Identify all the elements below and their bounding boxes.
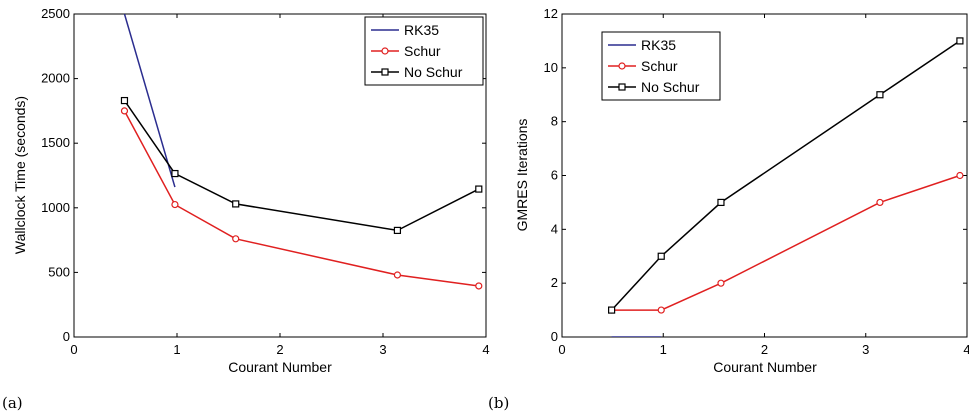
point-b-schur-4 (956, 171, 964, 180)
legend-label-a-schur: Schur (404, 43, 441, 59)
legend-label-a-rk35: RK35 (404, 22, 439, 38)
x-tick-label-b-1: 1 (660, 342, 667, 357)
y-tick-label-b-2: 4 (551, 221, 558, 236)
point-a-schur-2 (232, 235, 240, 243)
y-tick-label-b-6: 12 (544, 6, 558, 21)
y-tick-label-a-2: 1000 (41, 200, 70, 215)
legend-label-b-no-schur: No Schur (641, 79, 700, 95)
point-b-no-schur-2 (717, 198, 725, 207)
x-tick-label-a-2: 2 (276, 342, 283, 357)
point-a-no-schur-0 (120, 96, 129, 105)
point-a-no-schur-3 (393, 226, 402, 235)
y-tick-label-b-1: 2 (551, 275, 558, 290)
y-tick-label-a-3: 1500 (41, 135, 70, 150)
legend-label-b-schur: Schur (641, 58, 678, 74)
x-tick-label-b-0: 0 (558, 342, 565, 357)
x-tick-label-b-4: 4 (963, 342, 969, 357)
legend-marker-b-schur (618, 62, 626, 70)
point-b-no-schur-0 (608, 306, 616, 314)
legend-marker-a-no-schur (381, 68, 389, 76)
legend-label-b-rk35: RK35 (641, 37, 676, 53)
legend-marker-b-no-schur (618, 83, 626, 91)
y-axis-label-b: GMRES Iterations (514, 119, 530, 232)
point-a-no-schur-1 (171, 169, 179, 178)
y-tick-label-b-3: 6 (551, 168, 558, 183)
x-axis-label-b: Courant Number (713, 359, 817, 375)
point-a-schur-0 (120, 107, 129, 115)
panel-label-a: (a) (2, 394, 23, 412)
y-tick-label-b-5: 10 (544, 60, 558, 75)
panel-label-b: (b) (488, 394, 509, 412)
x-tick-label-a-4: 4 (482, 342, 489, 357)
point-a-schur-1 (171, 200, 179, 209)
point-b-no-schur-4 (956, 37, 964, 45)
x-tick-label-b-2: 2 (761, 342, 768, 357)
point-b-schur-1 (657, 306, 665, 314)
y-tick-label-b-0: 0 (551, 329, 558, 344)
point-a-schur-4 (475, 282, 483, 290)
x-tick-label-a-1: 1 (173, 342, 180, 357)
point-b-schur-3 (876, 198, 884, 207)
y-tick-label-a-0: 0 (63, 329, 70, 344)
y-tick-label-a-1: 500 (48, 264, 70, 279)
y-tick-label-a-4: 2000 (41, 71, 70, 86)
y-tick-label-a-5: 2500 (41, 6, 70, 21)
point-b-no-schur-1 (657, 252, 665, 260)
x-tick-label-a-3: 3 (379, 342, 386, 357)
point-a-no-schur-2 (232, 200, 240, 208)
y-tick-label-b-4: 8 (551, 114, 558, 129)
y-axis-label-a: Wallclock Time (seconds) (12, 96, 28, 254)
point-b-schur-2 (717, 279, 725, 287)
x-tick-label-a-0: 0 (70, 342, 77, 357)
point-a-schur-3 (393, 271, 402, 279)
x-tick-label-b-3: 3 (862, 342, 869, 357)
series-line-a-rk35 (123, 14, 176, 188)
chart-a: 0 1 2 3 4 0 500 1000 1500 2000 2500 RK35 Schur No Sc… (2, 6, 490, 412)
legend-marker-a-schur (381, 47, 389, 55)
x-axis-label-a: Courant Number (228, 359, 332, 375)
legend-label-a-no-schur: No Schur (404, 64, 463, 80)
point-b-no-schur-3 (876, 91, 884, 99)
point-a-no-schur-4 (475, 185, 483, 193)
